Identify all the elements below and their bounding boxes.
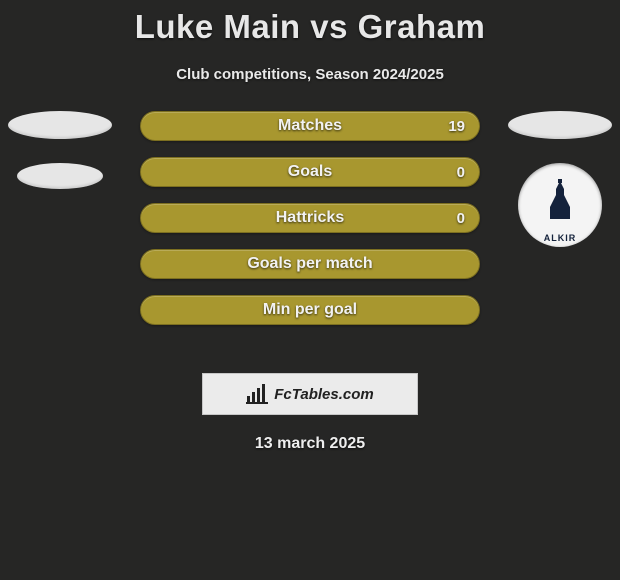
stat-label: Matches — [141, 112, 479, 140]
avatar-placeholder — [8, 111, 112, 139]
player-right-col: ALKIR — [500, 111, 620, 247]
bar-chart-icon — [246, 384, 268, 404]
stat-bars: Matches 19 Goals 0 Hattricks 0 Goals per… — [140, 111, 480, 341]
club-badge-label: ALKIR — [518, 233, 602, 243]
club-badge: ALKIR — [518, 163, 602, 247]
stat-label: Hattricks — [141, 204, 479, 232]
avatar-placeholder — [508, 111, 612, 139]
attribution-text: FcTables.com — [274, 386, 373, 403]
subtitle: Club competitions, Season 2024/2025 — [0, 66, 620, 83]
stat-row-goals: Goals 0 — [140, 157, 480, 187]
date-label: 13 march 2025 — [0, 435, 620, 453]
stat-row-goals-per-match: Goals per match — [140, 249, 480, 279]
stat-row-matches: Matches 19 — [140, 111, 480, 141]
stat-label: Goals per match — [141, 250, 479, 278]
comparison-chart: ALKIR Matches 19 Goals 0 Hattricks 0 Goa… — [0, 111, 620, 361]
attribution-badge: FcTables.com — [202, 373, 418, 415]
stat-label: Min per goal — [141, 296, 479, 324]
stat-row-min-per-goal: Min per goal — [140, 295, 480, 325]
club-placeholder — [17, 163, 103, 189]
stat-right-value: 0 — [457, 158, 465, 186]
page-title: Luke Main vs Graham — [0, 0, 620, 46]
stat-right-value: 19 — [448, 112, 465, 140]
tower-icon — [540, 179, 580, 225]
stat-right-value: 0 — [457, 204, 465, 232]
stat-label: Goals — [141, 158, 479, 186]
player-left-col — [0, 111, 120, 213]
stat-row-hattricks: Hattricks 0 — [140, 203, 480, 233]
